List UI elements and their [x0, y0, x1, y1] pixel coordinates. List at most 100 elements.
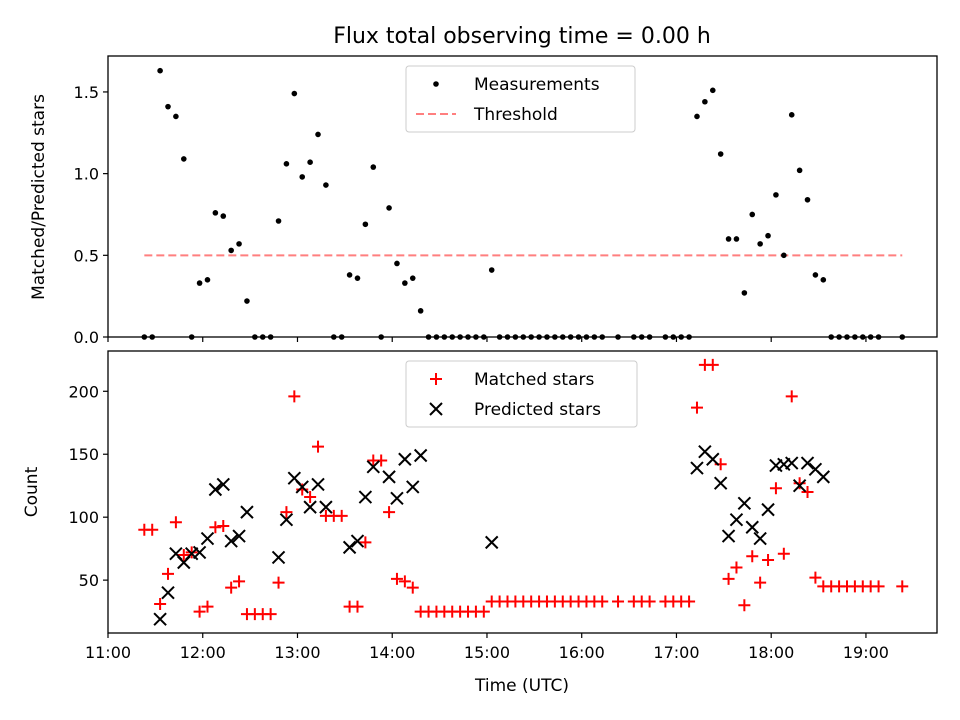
legend-marker-predicted-stars — [429, 402, 443, 416]
x-tick-label: 19:00 — [843, 643, 889, 662]
legend-box — [405, 360, 638, 428]
measurement-point — [449, 334, 456, 340]
matched-stars-point — [233, 575, 246, 588]
predicted-stars-point — [224, 534, 238, 548]
measurement-point — [165, 103, 171, 110]
matched-stars-point — [272, 576, 285, 589]
measurement-point — [559, 334, 566, 340]
matched-stars-point — [390, 572, 403, 585]
measurement-point — [694, 113, 700, 120]
matched-stars-point — [225, 581, 238, 594]
x-tick-label: 14:00 — [369, 643, 415, 662]
measurement-point — [180, 156, 187, 162]
matched-stars-point — [406, 581, 419, 594]
measurement-point — [496, 334, 503, 340]
bottom-axes-counts: Count Time (UTC) 11:00 12:00 13:00 14:00 15:… — [22, 350, 938, 696]
matched-stars-point — [777, 547, 790, 560]
matched-stars-point — [177, 548, 190, 561]
matched-stars-point — [754, 576, 767, 589]
y-tick-label: 100 — [68, 508, 99, 527]
matched-stars-point — [896, 580, 909, 593]
measurement-point — [591, 334, 598, 340]
matched-stars-point — [730, 561, 743, 574]
figure-title: Flux total observing time = 0.00 h — [333, 24, 711, 49]
matched-stars-point — [375, 454, 388, 467]
matched-stars-point — [706, 358, 719, 371]
measurement-point — [820, 277, 827, 283]
measurement-point — [567, 334, 574, 340]
predicted-stars-point — [153, 612, 167, 626]
measurement-point — [465, 334, 471, 340]
measurement-point — [394, 260, 400, 267]
y-tick-label: 200 — [68, 382, 99, 401]
measurement-point — [796, 167, 803, 174]
measurement-point — [646, 334, 653, 340]
legend-label: Threshold — [473, 105, 558, 125]
measurement-point — [828, 334, 835, 340]
predicted-stars-point — [319, 500, 333, 514]
measurement-point — [709, 87, 716, 94]
matched-stars-point — [280, 506, 293, 519]
x-axis-label: Time (UTC) — [474, 676, 569, 696]
measurement-point — [402, 280, 408, 286]
measurement-point — [236, 241, 242, 247]
predicted-stars-point — [753, 531, 767, 546]
bottom-axes-ylabel: Count — [22, 466, 42, 517]
y-tick-label: 1.5 — [74, 83, 99, 102]
predicted-stars-point — [366, 460, 380, 474]
bottom-axes-frame — [107, 350, 938, 634]
measurement-point — [781, 252, 787, 259]
predicted-stars-point — [303, 500, 317, 514]
measurement-point — [425, 334, 432, 340]
measurement-point — [188, 334, 195, 340]
matched-stars-point — [154, 598, 167, 611]
measurement-point — [212, 210, 219, 216]
matched-stars-point — [398, 575, 411, 588]
measurement-point — [441, 334, 448, 340]
measurement-point — [307, 159, 313, 165]
measurement-point — [899, 334, 906, 340]
measurement-point — [331, 334, 337, 340]
measurement-point — [670, 334, 677, 340]
top-axes-ylabel: Matched/Predicted stars — [29, 94, 49, 300]
measurement-point — [812, 272, 819, 278]
x-tick-label: 13:00 — [274, 643, 320, 662]
measurement-point — [552, 334, 558, 340]
predicted-stars-point — [232, 529, 246, 543]
measurement-point — [662, 334, 669, 340]
predicted-stars-point — [342, 540, 357, 555]
measurement-point — [773, 192, 779, 198]
measurement-point — [638, 334, 645, 340]
matched-stars-point — [477, 605, 490, 618]
measurement-point — [725, 236, 732, 242]
measurement-point — [512, 334, 519, 340]
measurement-point — [220, 213, 227, 219]
measurement-point — [433, 334, 440, 340]
measurement-point — [536, 334, 542, 340]
measurement-point — [204, 277, 211, 283]
matched-stars-point — [217, 519, 230, 532]
x-tick-label: 16:00 — [559, 643, 605, 662]
measurement-point — [457, 334, 463, 340]
measurement-point — [173, 113, 179, 120]
measurement-point — [338, 334, 345, 340]
measurement-point — [378, 334, 384, 340]
measurement-point — [252, 334, 258, 340]
x-tick-label: 11:00 — [85, 643, 131, 662]
measurement-point — [520, 334, 527, 340]
measurement-point — [631, 334, 637, 340]
matched-stars-point — [201, 600, 214, 613]
matched-stars-point — [288, 390, 301, 403]
predicted-stars-point — [413, 448, 428, 463]
measurement-point — [473, 334, 479, 340]
matched-stars-point — [801, 486, 814, 498]
y-tick-label: 1.0 — [74, 165, 99, 184]
measurement-point — [804, 196, 811, 203]
measurement-point — [244, 298, 250, 304]
matched-stars-point — [612, 595, 625, 608]
measurement-point — [844, 334, 850, 340]
matched-stars-point — [383, 506, 396, 519]
measurement-point — [362, 221, 369, 228]
predicted-stars-point — [485, 535, 499, 550]
